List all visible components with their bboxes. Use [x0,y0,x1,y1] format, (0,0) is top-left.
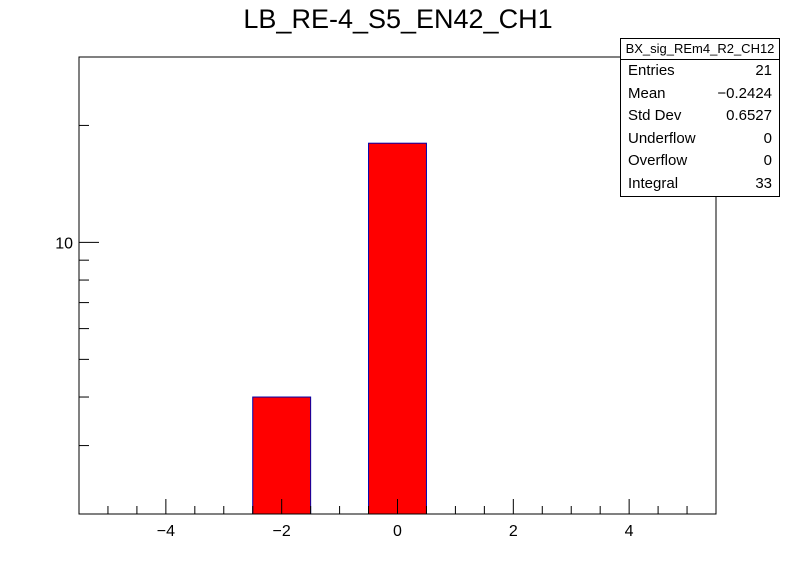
stats-label: Mean [628,84,666,102]
stats-value: 33 [755,174,772,192]
stats-row-mean: Mean −0.2424 [621,83,779,106]
stats-label: Integral [628,174,679,192]
chart-title: LB_RE-4_S5_EN42_CH1 [243,4,553,34]
stats-value: 21 [755,62,772,79]
stats-label: Overflow [628,152,688,170]
stats-row-integral: Integral 33 [621,173,779,196]
stats-value: 0.6527 [726,107,772,125]
stats-label: Entries [628,62,675,79]
y-tick-label: 10 [55,235,73,252]
histogram-bar-1 [368,142,427,515]
x-tick-label: 2 [509,523,518,540]
x-tick-label: 0 [393,523,402,540]
stats-row-overflow: Overflow 0 [621,150,779,173]
stats-value: 0 [763,152,772,170]
stats-label: Std Dev [628,107,682,125]
stats-row-entries: Entries 21 [621,60,779,83]
stats-label: Underflow [628,129,696,147]
stats-row-underflow: Underflow 0 [621,128,779,151]
stats-box-title: BX_sig_REm4_R2_CH12 [621,39,779,60]
x-tick-label: 4 [625,523,634,540]
stats-row-std-dev: Std Dev 0.6527 [621,105,779,128]
stats-value: 0 [763,129,772,147]
bars-layer [252,142,427,515]
stats-value: −0.2424 [717,84,772,102]
stats-box: BX_sig_REm4_R2_CH12 Entries 21 Mean −0.2… [620,38,780,197]
histogram-bar-0 [252,396,312,515]
x-tick-label: −2 [273,523,291,540]
axes-layer: −4 −2 0 2 4 10 [55,56,688,540]
x-tick-label: −4 [157,523,175,540]
